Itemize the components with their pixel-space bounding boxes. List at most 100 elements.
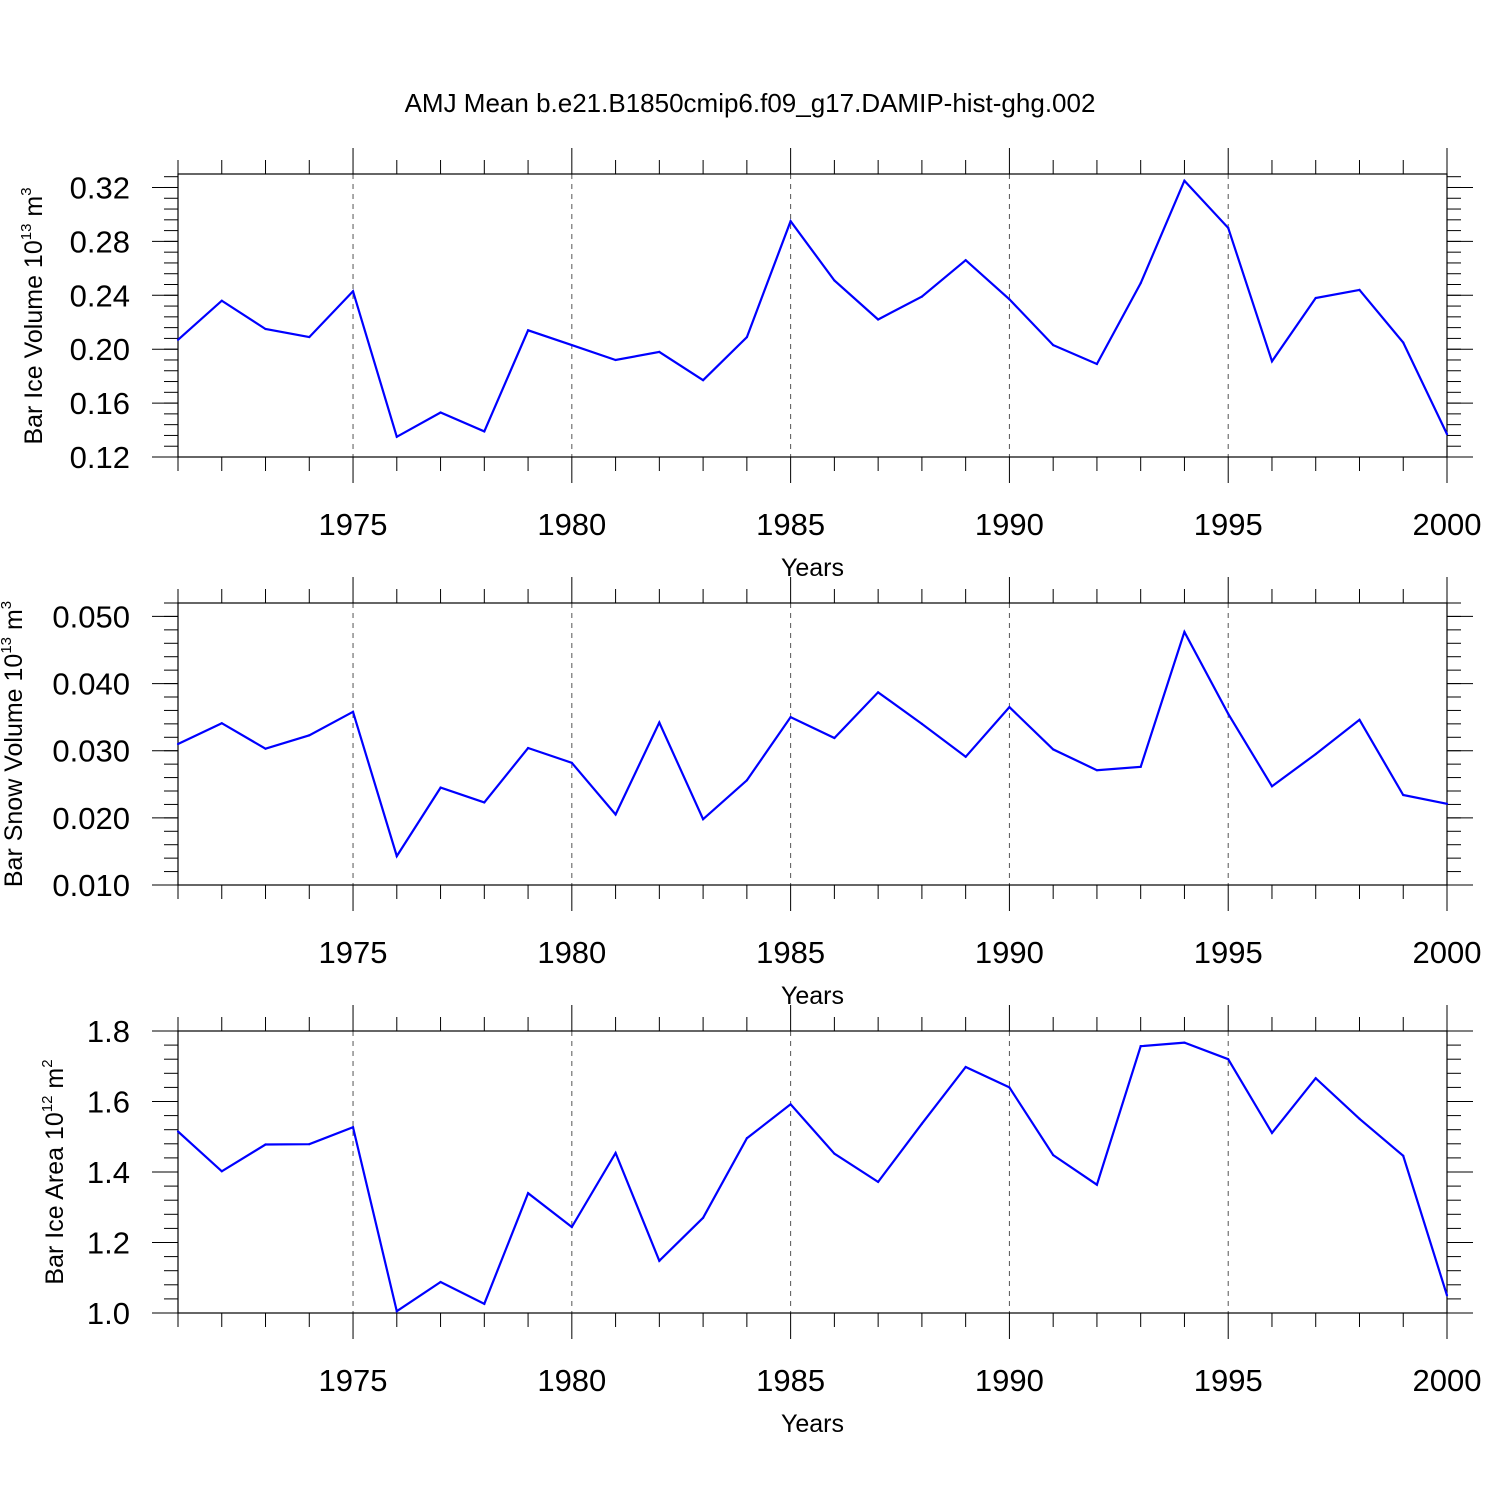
x-tick-label: 1980 [537,935,606,970]
data-point [745,1137,748,1140]
data-point [308,1143,311,1146]
y-tick-label: 0.16 [70,386,130,421]
y-tick-label: 0.12 [70,440,130,475]
y-tick-label: 0.32 [70,170,130,205]
data-point [1095,769,1099,772]
data-point [833,1152,836,1155]
data-point [526,746,530,750]
data-point [1314,1077,1317,1080]
data-point [570,344,573,347]
data-point [264,327,267,331]
data-point [745,779,748,782]
y-tick-label: 1.2 [87,1226,130,1261]
x-tick-label: 1990 [975,507,1044,542]
data-point [395,1310,398,1313]
data-point [1270,360,1274,363]
data-point [1008,705,1011,709]
data-point [570,761,573,764]
data-point [351,290,355,293]
x-axis-label: Years [781,1410,844,1438]
data-point [439,786,442,789]
data-point [1314,296,1317,300]
x-tick-label: 1985 [756,507,825,542]
data-point [702,379,705,382]
data-point [439,411,442,414]
x-axis-label: Years [781,554,844,582]
data-point [920,295,923,298]
data-point [1183,179,1186,182]
data-point [483,430,486,433]
data-point [964,755,967,758]
x-tick-label: 1975 [319,507,388,542]
data-point [789,716,792,719]
y-tick-label: 1.0 [87,1296,130,1331]
x-axis-label: Years [781,982,844,1010]
data-point [439,1280,442,1284]
data-point [1445,432,1449,436]
data-point [1402,793,1405,797]
data-point [1052,1153,1055,1157]
data-point [1358,288,1361,291]
y-tick-label: 0.020 [52,801,130,836]
data-point [526,1192,530,1195]
data-point [264,1143,267,1146]
data-point [920,722,923,725]
y-tick-label: 0.24 [70,278,130,313]
data-point [789,220,792,223]
y-tick-label: 0.20 [70,332,130,367]
data-point [877,318,880,321]
data-point [1402,1154,1405,1157]
figure-title: AMJ Mean b.e21.B1850cmip6.f09_g17.DAMIP-… [405,88,1096,118]
data-point [176,1130,180,1133]
data-point [351,710,355,713]
series-line [177,1041,1449,1313]
data-point [1402,341,1405,344]
data-point [395,855,398,858]
data-point [833,736,836,740]
data-point [1052,344,1055,347]
x-tick-label: 1985 [756,935,825,970]
chart-panel-1: 0.12 0.16 0.20 0.24 0.28 0.32 1975 1980 1985 1990… [18,148,1481,582]
data-point [614,358,617,362]
x-tick-label: 1990 [975,1363,1044,1398]
y-tick-label: 0.040 [52,667,130,702]
data-point [483,1302,486,1305]
plot-frame [177,1030,1448,1314]
y-tick-label: 1.8 [87,1014,130,1049]
data-point [1358,1117,1361,1120]
x-tick-label: 2000 [1413,1363,1482,1398]
y-tick-label: 0.010 [52,868,130,903]
data-point [877,1180,880,1183]
y-tick-label: 0.050 [52,599,130,634]
data-point [308,734,311,737]
data-point [658,350,661,353]
data-point [1270,785,1274,788]
data-point [1270,1131,1274,1134]
x-tick-label: 2000 [1413,507,1482,542]
data-point [658,1259,661,1262]
data-point [658,721,661,724]
data-point [833,279,836,282]
data-point [395,435,398,438]
chart-panel-3: 1.0 1.2 1.4 1.6 1.8 1975 1980 1985 1990 1995 2000 Y… [39,1005,1481,1438]
data-point [702,818,705,821]
data-point [570,1225,573,1229]
x-tick-label: 1990 [975,935,1044,970]
data-point [920,1122,923,1125]
y-tick-label: 0.030 [52,734,130,769]
y-tick-label: 0.28 [70,224,130,259]
y-tick-label: 1.6 [87,1085,130,1120]
x-tick-label: 1980 [537,1363,606,1398]
data-point [1227,712,1230,715]
data-point [220,722,223,725]
data-point [614,1151,617,1155]
plot-frame [177,602,1448,886]
data-point [483,801,486,804]
data-point [1314,752,1317,756]
y-tick-label: 1.4 [87,1155,130,1190]
data-point [1358,718,1361,721]
data-point [176,742,180,746]
series-line [177,629,1448,859]
data-point [614,813,617,816]
data-point [1227,226,1230,230]
